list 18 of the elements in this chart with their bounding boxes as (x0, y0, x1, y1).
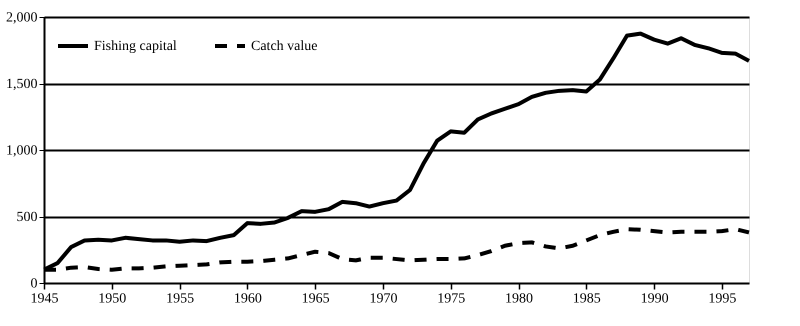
legend-label: Fishing capital (94, 39, 177, 54)
x-tick-label: 1975 (437, 292, 466, 306)
x-tick-label: 1980 (505, 292, 534, 306)
x-tick-label: 1955 (166, 292, 194, 306)
x-tick-label: 1945 (30, 292, 58, 306)
legend-label: Catch value (251, 39, 318, 54)
x-tick-label: 1970 (369, 292, 398, 306)
x-tick-label: 1990 (640, 292, 669, 306)
y-tick-label: 1,500 (6, 77, 38, 92)
y-tick-label: 2,000 (6, 10, 38, 26)
y-tick-label: 0 (30, 276, 38, 292)
x-tick-label: 1995 (708, 292, 736, 306)
y-tick-label: 1,000 (6, 144, 38, 158)
x-tick-label: 1985 (572, 292, 601, 306)
y-tick-label: 500 (16, 210, 38, 225)
x-tick-label: 1965 (302, 292, 330, 306)
x-tick-label: 1960 (234, 292, 262, 306)
x-tick-label: 1950 (98, 292, 126, 306)
